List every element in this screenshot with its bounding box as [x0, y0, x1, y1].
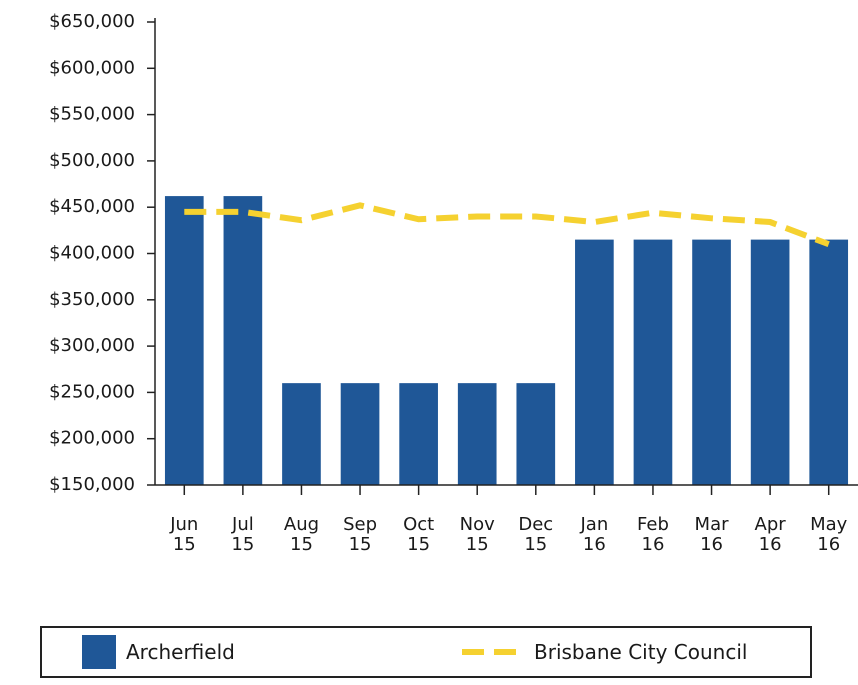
bar	[399, 383, 438, 485]
bar	[692, 239, 731, 485]
x-tick-label: Aug 15	[283, 514, 320, 555]
y-tick-label: $500,000	[49, 150, 135, 171]
x-tick-label: May 16	[810, 514, 848, 555]
x-tick-label: Mar 16	[694, 514, 729, 555]
bar	[750, 239, 790, 485]
legend: Archerfield Brisbane City Council	[40, 626, 812, 678]
x-tick-label: Sep 15	[343, 514, 377, 555]
line	[184, 202, 830, 248]
y-tick-label: $150,000	[49, 474, 135, 495]
x-tick-label: Nov 15	[459, 514, 495, 555]
x-tick-label: Jun 15	[170, 514, 199, 555]
bar	[516, 383, 556, 485]
legend-swatch	[462, 649, 524, 655]
y-tick-label: $300,000	[49, 335, 135, 356]
swatch-bar	[82, 635, 116, 669]
bar	[809, 239, 849, 485]
bar	[340, 383, 380, 485]
x-tick-label: Dec 15	[518, 514, 554, 555]
y-tick-label: $650,000	[49, 11, 135, 32]
bar	[164, 196, 204, 485]
legend-label: Brisbane City Council	[534, 640, 748, 664]
y-tick-label: $450,000	[49, 196, 135, 217]
bar	[457, 383, 497, 485]
legend-item: Archerfield	[82, 628, 235, 676]
legend-swatch	[82, 635, 116, 669]
bar	[633, 239, 673, 485]
x-tick-label: Apr 16	[754, 514, 786, 555]
y-tick-label: $550,000	[49, 104, 135, 125]
x-tick-label: Jan 16	[580, 514, 609, 555]
y-tick-label: $600,000	[49, 57, 135, 78]
legend-item: Brisbane City Council	[462, 628, 747, 676]
chart: $150,000 $200,000 $250,000 $300,000 $350,000…	[49, 11, 858, 495]
y-tick-label: $350,000	[49, 289, 135, 310]
bar	[282, 383, 321, 485]
bar	[575, 239, 614, 485]
y-tick-label: $200,000	[49, 428, 135, 449]
y-tick-label: $400,000	[49, 243, 135, 264]
x-tick-label: Jul 15	[231, 514, 255, 555]
x-tick-label: Feb 16	[637, 514, 669, 555]
x-tick-label: Oct 15	[403, 514, 435, 555]
legend-label: Archerfield	[126, 640, 235, 664]
bar	[223, 196, 263, 485]
y-tick-label: $250,000	[49, 381, 135, 402]
